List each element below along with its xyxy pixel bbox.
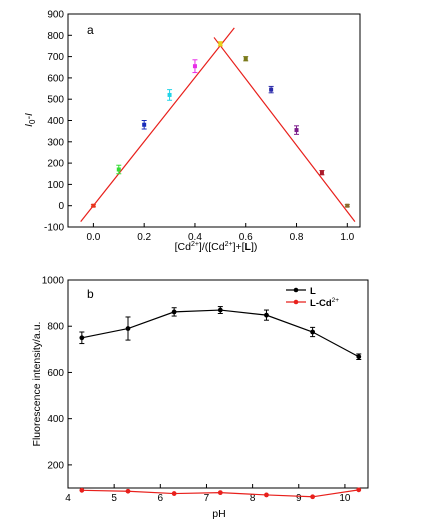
- data-point: [269, 87, 274, 92]
- data-point: [171, 309, 177, 315]
- panel-b-y-axis: 200 400 600 800 1000: [42, 276, 72, 471]
- x-label-part-2: ]/([Cd: [199, 241, 225, 253]
- a-x-tick-label: 0.4: [188, 232, 202, 243]
- data-point: [217, 490, 223, 496]
- b-x-tick-label: 6: [158, 493, 164, 504]
- data-point: [218, 41, 223, 46]
- panel-a-data-points: [90, 41, 350, 208]
- data-point: [264, 312, 269, 318]
- panel-b-x-axis-label: pH: [212, 508, 225, 520]
- panel-a-fit-lines: [80, 27, 356, 223]
- a-y-tick-label: 100: [47, 180, 64, 191]
- a-y-tick-label: 700: [47, 52, 64, 63]
- panel-b-label: b: [87, 287, 94, 301]
- a-y-tick-label: 400: [47, 116, 64, 127]
- data-point: [310, 494, 316, 500]
- y-label-main: I: [23, 124, 35, 127]
- panel-b: 200 400 600 800 1000 4 5 6 7 8 9 10 b pH Fluoresce…: [31, 276, 369, 520]
- a-y-tick-label: 200: [47, 159, 64, 170]
- a-x-tick-label: 0.6: [239, 232, 253, 243]
- x-label-bold: L: [245, 241, 252, 253]
- legend-label-l-cd: L-Cd2+: [310, 297, 339, 309]
- data-point: [171, 491, 177, 496]
- panel-a-x-axis-label: [Cd2+]/([Cd2+]+[L]): [175, 241, 258, 253]
- fit-line: [213, 37, 356, 223]
- panel-a-plot-frame: [67, 13, 361, 228]
- data-point: [319, 170, 324, 175]
- panel-b-y-axis-label: Fluorescence intensity/a.u.: [31, 322, 43, 447]
- panel-b-plot-frame: [67, 279, 369, 489]
- panel-a-label: a: [87, 23, 94, 37]
- a-y-tick-label: 500: [47, 95, 64, 106]
- b-x-tick-label: 4: [65, 493, 71, 504]
- a-x-tick-label: 1.0: [340, 232, 354, 243]
- panel-b-x-axis: 4 5 6 7 8 9 10: [65, 484, 351, 504]
- data-point: [79, 335, 85, 341]
- data-point: [91, 203, 96, 208]
- data-point: [192, 64, 197, 69]
- legend-l-cd-rest: -Cd: [316, 298, 332, 309]
- legend-l-cd-main: L: [310, 298, 316, 309]
- y-label-rest: -I: [23, 113, 35, 119]
- series-line-0: [81, 309, 360, 358]
- b-y-tick-label: 400: [47, 414, 64, 425]
- b-x-tick-label: 7: [204, 493, 210, 504]
- data-point: [142, 122, 147, 127]
- a-y-tick-label: 300: [47, 137, 64, 148]
- legend-marker-l-cd: [293, 299, 299, 305]
- a-y-tick-label: 0: [58, 201, 64, 212]
- data-point: [243, 56, 248, 61]
- y-label-sub: 0: [28, 119, 37, 124]
- data-point: [125, 326, 131, 331]
- data-point: [264, 492, 269, 498]
- a-x-tick-label: 0.8: [290, 232, 304, 243]
- b-x-tick-label: 9: [296, 493, 302, 504]
- b-x-tick-label: 5: [111, 493, 117, 504]
- x-label-part-3: ]+[: [233, 241, 245, 253]
- data-point: [217, 307, 223, 313]
- x-label-sup-1: 2+: [191, 241, 199, 248]
- a-y-tick-label: 800: [47, 31, 64, 42]
- panel-b-legend: L L-Cd2+: [286, 286, 339, 309]
- legend-label-l: L: [310, 286, 316, 297]
- b-x-tick-label: 10: [339, 493, 351, 504]
- data-point: [79, 487, 85, 493]
- panel-b-series: [79, 306, 362, 500]
- a-y-tick-label: 600: [47, 73, 64, 84]
- legend-marker-l: [293, 287, 299, 293]
- panel-a-y-axis-label: I0-I: [23, 113, 37, 127]
- b-y-tick-label: 200: [47, 460, 64, 471]
- panel-a-y-axis: -100 0 100 200 300 400 500 600 700 800 900: [44, 10, 72, 234]
- fit-line: [80, 27, 235, 223]
- data-point: [310, 329, 316, 335]
- x-label-part-4: ]): [251, 241, 257, 253]
- data-point: [345, 203, 350, 208]
- a-y-tick-label: -100: [44, 223, 64, 234]
- x-label-sup-2: 2+: [225, 241, 233, 248]
- data-point: [116, 167, 121, 172]
- data-point: [125, 488, 131, 494]
- b-x-tick-label: 8: [250, 493, 256, 504]
- b-y-tick-label: 600: [47, 368, 64, 379]
- data-point: [167, 92, 172, 97]
- data-point: [356, 354, 362, 360]
- a-y-tick-label: 900: [47, 10, 64, 21]
- panel-a-x-axis: 0.0 0.2 0.4 0.6 0.8 1.0: [86, 223, 355, 243]
- b-y-tick-label: 1000: [42, 276, 65, 287]
- legend-l-cd-sup: 2+: [332, 297, 340, 304]
- data-point: [294, 128, 299, 133]
- data-point: [356, 487, 362, 493]
- x-label-part-1: [Cd: [175, 241, 192, 253]
- a-x-tick-label: 0.2: [137, 232, 151, 243]
- a-x-tick-label: 0.0: [86, 232, 100, 243]
- b-y-tick-label: 800: [47, 322, 64, 333]
